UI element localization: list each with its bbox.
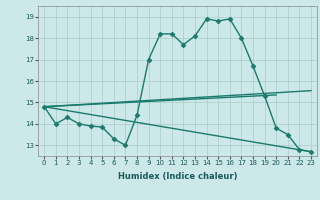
X-axis label: Humidex (Indice chaleur): Humidex (Indice chaleur) — [118, 172, 237, 181]
